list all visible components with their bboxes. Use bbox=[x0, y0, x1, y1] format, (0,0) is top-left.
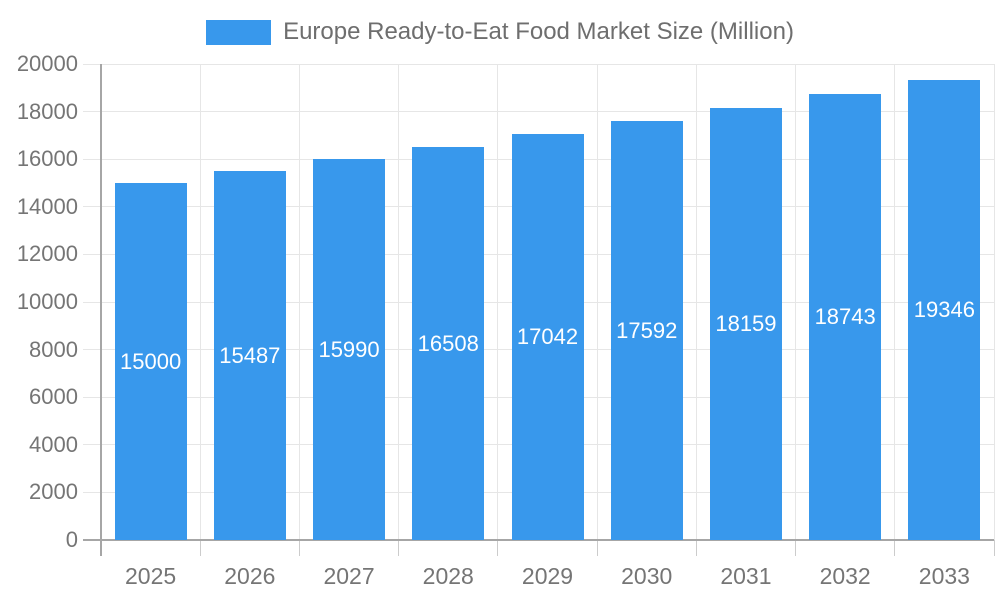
y-axis-line bbox=[100, 64, 102, 556]
bar-value-label: 17592 bbox=[616, 317, 678, 343]
x-axis-tick bbox=[993, 540, 995, 556]
bar bbox=[908, 79, 981, 540]
x-axis-tick bbox=[298, 540, 300, 556]
bar-value-label: 15000 bbox=[120, 348, 182, 374]
x-tick-label: 2029 bbox=[521, 563, 574, 589]
bar-value-label: 15990 bbox=[318, 336, 380, 362]
y-tick-label: 18000 bbox=[16, 98, 78, 124]
x-axis-tick bbox=[894, 540, 896, 556]
bar bbox=[114, 183, 187, 540]
x-axis-tick bbox=[596, 540, 598, 556]
x-axis-tick bbox=[398, 540, 400, 556]
bar bbox=[709, 107, 782, 540]
y-tick-label: 8000 bbox=[29, 336, 78, 362]
y-tick-label: 0 bbox=[65, 527, 78, 552]
y-tick-label: 4000 bbox=[29, 431, 78, 457]
x-tick-label: 2033 bbox=[918, 563, 970, 589]
chart-legend: Europe Ready-to-Eat Food Market Size (Mi… bbox=[0, 17, 1000, 47]
x-axis-tick bbox=[199, 540, 201, 556]
bar bbox=[213, 171, 286, 540]
gridline-v bbox=[398, 64, 400, 540]
bar-value-label: 15487 bbox=[219, 342, 281, 368]
gridline-h bbox=[83, 111, 994, 113]
x-axis-tick bbox=[695, 540, 697, 556]
bar bbox=[809, 93, 882, 540]
bar-value-label: 18743 bbox=[814, 303, 876, 329]
y-tick-label: 10000 bbox=[16, 289, 78, 314]
bar-value-label: 18159 bbox=[715, 310, 777, 336]
gridline-v bbox=[993, 64, 995, 540]
x-tick-label: 2027 bbox=[323, 563, 375, 589]
x-tick-label: 2028 bbox=[422, 563, 474, 589]
bar bbox=[412, 147, 485, 540]
bar-value-label: 17042 bbox=[516, 324, 579, 350]
x-tick-label: 2030 bbox=[621, 563, 673, 589]
y-tick-label: 6000 bbox=[29, 384, 78, 410]
x-axis-tick bbox=[497, 540, 499, 556]
y-tick-label: 12000 bbox=[16, 241, 78, 267]
x-axis-tick bbox=[795, 540, 797, 556]
gridline-v bbox=[199, 64, 201, 540]
bar bbox=[610, 121, 683, 540]
legend-swatch bbox=[206, 19, 272, 45]
y-tick-label: 20000 bbox=[16, 51, 78, 76]
bar-value-label: 16508 bbox=[417, 330, 479, 356]
gridline-h bbox=[83, 63, 994, 65]
bar bbox=[313, 159, 386, 540]
x-tick-label: 2025 bbox=[125, 563, 177, 589]
x-tick-label: 2026 bbox=[224, 563, 276, 589]
gridline-v bbox=[894, 64, 896, 540]
legend-label: Europe Ready-to-Eat Food Market Size (Mi… bbox=[283, 18, 794, 45]
gridline-v bbox=[596, 64, 598, 540]
gridline-v bbox=[795, 64, 797, 540]
x-tick-label: 2031 bbox=[720, 563, 772, 589]
gridline-v bbox=[298, 64, 300, 540]
y-tick-label: 16000 bbox=[16, 146, 78, 172]
gridline-v bbox=[695, 64, 697, 540]
y-tick-label: 2000 bbox=[29, 479, 78, 505]
x-tick-label: 2032 bbox=[819, 563, 871, 589]
gridline-v bbox=[497, 64, 499, 540]
bar bbox=[511, 134, 584, 540]
x-axis-baseline bbox=[83, 539, 994, 541]
y-tick-label: 14000 bbox=[16, 193, 78, 219]
bar-value-label: 19346 bbox=[913, 296, 975, 322]
